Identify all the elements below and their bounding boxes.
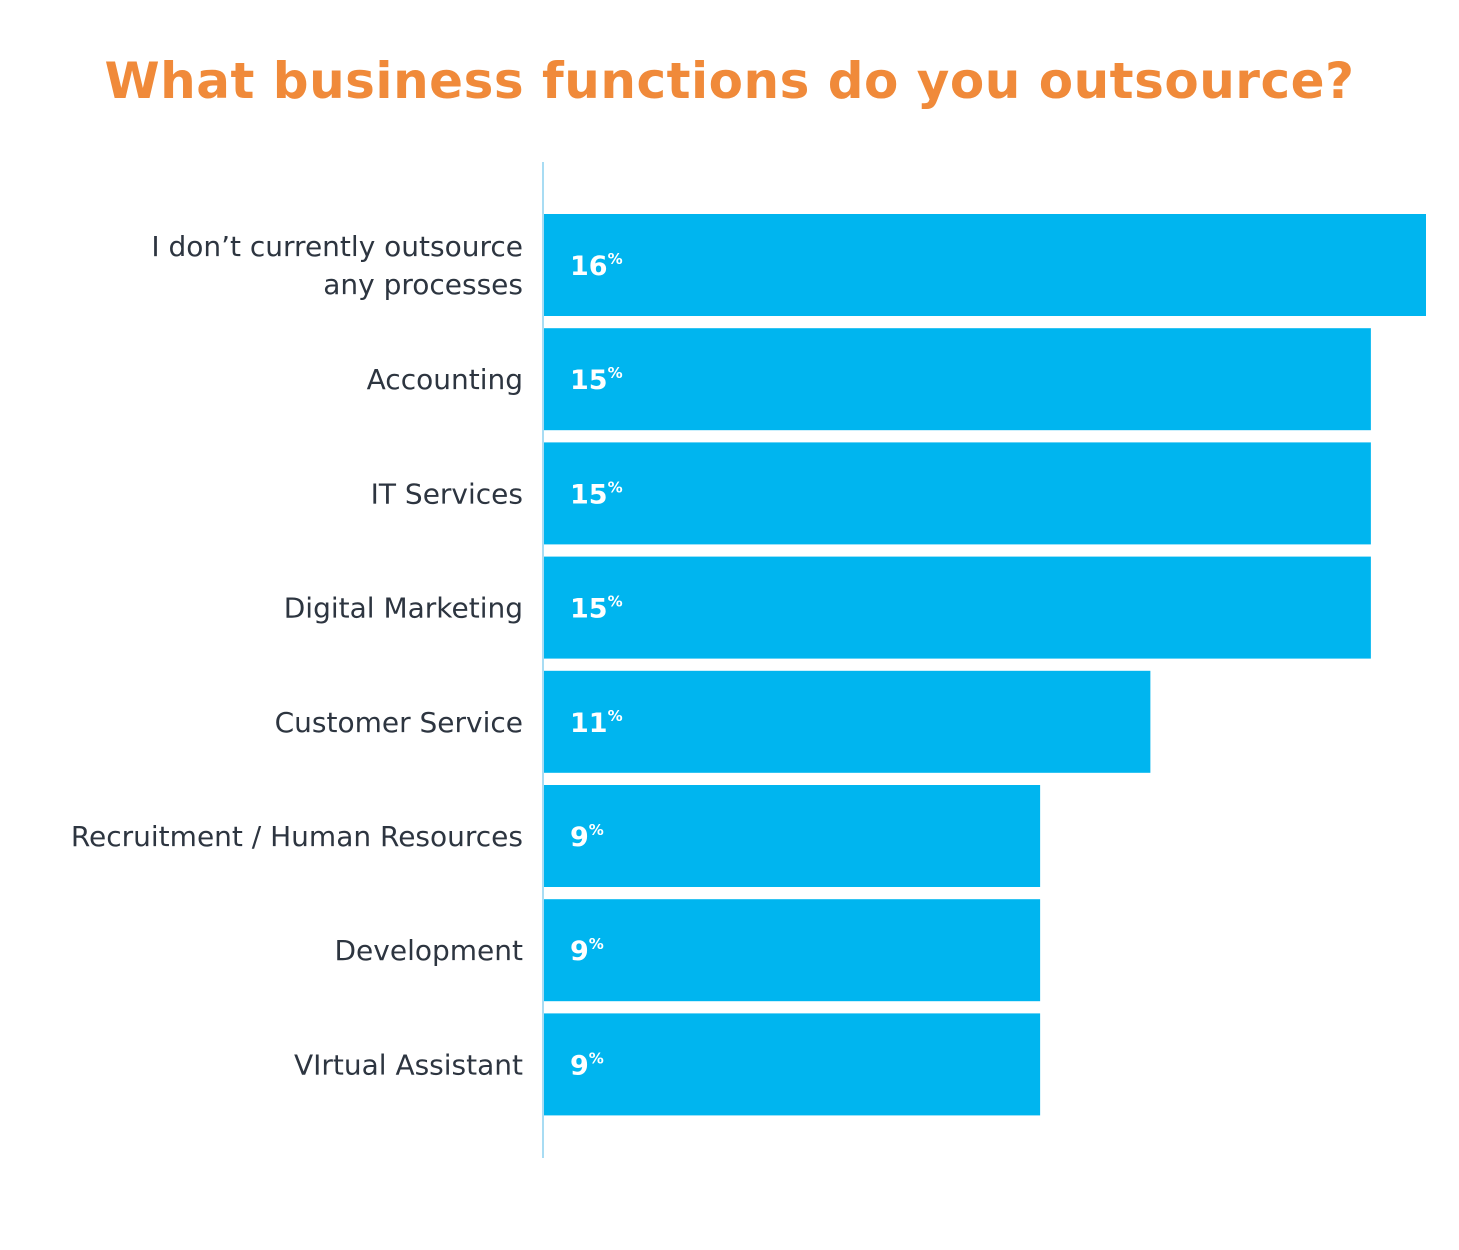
bar-1 [544,328,1371,431]
value-label-5: 9% [570,821,604,853]
bars-group: 16% 15% 15% 15% 11% 9% 9% 9% [544,214,1426,1116]
category-labels-group: I don’t currently outsource any processes… [71,230,523,1081]
bar-7 [544,1013,1041,1116]
value-label-1: 15% [570,364,623,396]
category-label-4: Customer Service [275,706,523,739]
category-label-3-line-0: Digital Marketing [284,592,523,625]
category-label-7-line-0: VIrtual Assistant [294,1048,523,1081]
category-label-5-line-0: Recruitment / Human Resources [71,820,523,853]
value-label-3: 15% [570,593,623,625]
category-label-7: VIrtual Assistant [294,1048,523,1081]
category-label-1: Accounting [367,363,523,396]
category-label-4-line-0: Customer Service [275,706,523,739]
category-label-1-line-0: Accounting [367,363,523,396]
category-label-6-line-0: Development [335,934,524,967]
value-label-2: 15% [570,478,623,510]
category-label-2-line-0: IT Services [371,477,523,510]
bar-5 [544,785,1041,887]
chart-title: What business functions do you outsource… [104,52,1355,110]
category-label-6: Development [335,934,524,967]
value-label-7: 9% [570,1049,604,1081]
category-label-0: I don’t currently outsource any processes [151,230,523,301]
category-label-2: IT Services [371,477,523,510]
category-label-5: Recruitment / Human Resources [71,820,523,853]
bar-2 [544,442,1371,545]
category-label-3: Digital Marketing [284,592,523,625]
bar-6 [544,899,1041,1002]
value-label-6: 9% [570,935,604,967]
value-label-0: 16% [570,250,623,282]
category-label-0-line-0: I don’t currently outsource [151,230,523,263]
value-label-4: 11% [570,707,623,739]
bar-3 [544,556,1371,659]
category-label-0-line-1: any processes [323,268,523,301]
bar-0 [544,214,1426,316]
bar-4 [544,670,1151,773]
